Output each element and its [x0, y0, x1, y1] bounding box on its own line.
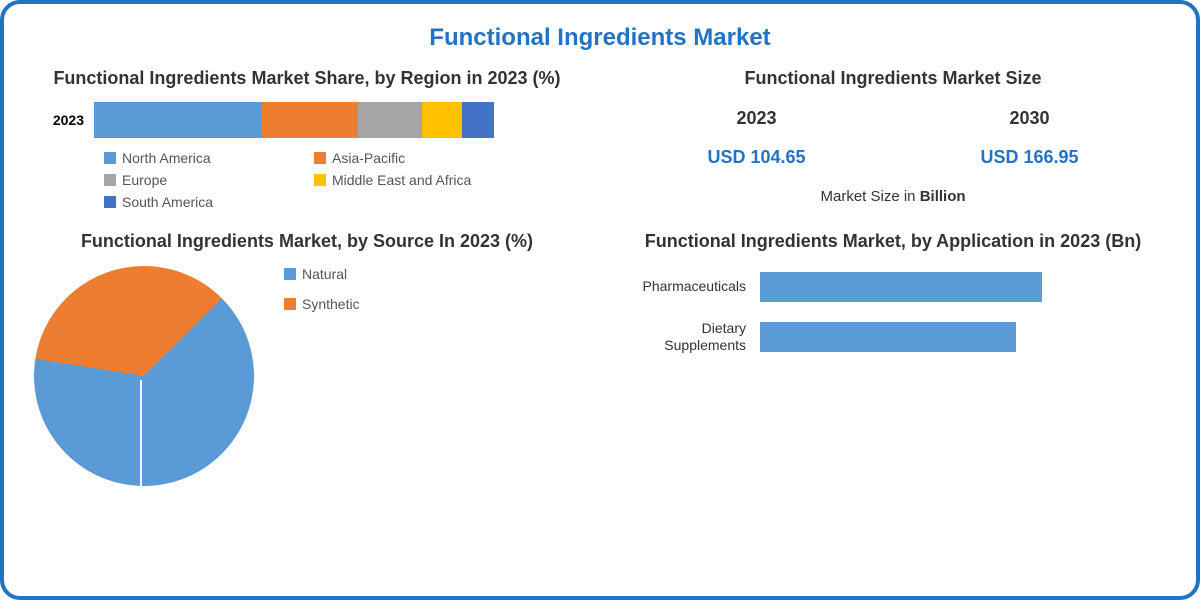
- legend-swatch: [104, 174, 116, 186]
- market-size-panel: Functional Ingredients Market Size 2023 …: [620, 67, 1166, 210]
- market-size-value-1: USD 166.95: [980, 147, 1078, 168]
- legend-swatch: [104, 152, 116, 164]
- market-size-year-1: 2030: [1009, 108, 1049, 129]
- market-size-subtitle-bold: Billion: [920, 188, 966, 205]
- region-segment: [262, 102, 358, 138]
- application-bar-row: Dietary Supplements: [620, 320, 1166, 354]
- legend-swatch: [314, 152, 326, 164]
- legend-label: South America: [122, 194, 213, 210]
- market-size-values-row: USD 104.65 USD 166.95: [620, 147, 1166, 168]
- market-size-year-0: 2023: [736, 108, 776, 129]
- region-segment: [462, 102, 494, 138]
- legend-item: Europe: [104, 172, 284, 188]
- application-bar: [760, 272, 1042, 302]
- application-bar-label: Pharmaceuticals: [620, 278, 760, 295]
- region-segment: [94, 102, 262, 138]
- market-size-years-row: 2023 2030: [620, 108, 1166, 129]
- application-bar-label: Dietary Supplements: [620, 320, 760, 354]
- source-pie-legend: Natural Synthetic: [284, 266, 360, 326]
- page-title: Functional Ingredients Market: [34, 24, 1166, 52]
- application-bars-panel: Functional Ingredients Market, by Applic…: [620, 230, 1166, 485]
- source-pie-panel: Functional Ingredients Market, by Source…: [34, 230, 580, 485]
- market-size-subtitle: Market Size in Billion: [620, 188, 1166, 205]
- legend-label: Asia-Pacific: [332, 150, 405, 166]
- region-share-panel: Functional Ingredients Market Share, by …: [34, 67, 580, 210]
- legend-swatch: [314, 174, 326, 186]
- legend-label: Natural: [302, 266, 347, 282]
- source-pie-chart: [34, 266, 254, 486]
- legend-label: North America: [122, 150, 211, 166]
- legend-item: North America: [104, 150, 284, 166]
- panels-grid: Functional Ingredients Market Share, by …: [34, 67, 1166, 486]
- legend-item: Asia-Pacific: [314, 150, 494, 166]
- legend-label: Europe: [122, 172, 167, 188]
- legend-swatch: [284, 268, 296, 280]
- region-legend: North America Asia-Pacific Europe Middle Ea…: [34, 150, 580, 210]
- legend-item: Middle East and Africa: [314, 172, 494, 188]
- region-stacked-bar: [94, 102, 494, 138]
- legend-label: Middle East and Africa: [332, 172, 471, 188]
- market-size-value-0: USD 104.65: [707, 147, 805, 168]
- source-pie-title: Functional Ingredients Market, by Source…: [34, 230, 580, 253]
- legend-swatch: [104, 196, 116, 208]
- legend-item: Natural: [284, 266, 360, 282]
- application-bar: [760, 322, 1016, 352]
- application-bars-container: Pharmaceuticals Dietary Supplements: [620, 272, 1166, 354]
- region-share-title: Functional Ingredients Market Share, by …: [34, 67, 580, 90]
- region-share-bar-row: 2023: [34, 102, 580, 138]
- application-bars-title: Functional Ingredients Market, by Applic…: [620, 230, 1166, 253]
- application-bar-row: Pharmaceuticals: [620, 272, 1166, 302]
- legend-label: Synthetic: [302, 296, 360, 312]
- legend-item: South America: [104, 194, 284, 210]
- application-bar-track: [760, 322, 1080, 352]
- source-pie-wrap: Natural Synthetic: [34, 266, 580, 486]
- legend-swatch: [284, 298, 296, 310]
- application-bar-track: [760, 272, 1080, 302]
- region-segment: [422, 102, 462, 138]
- market-size-title: Functional Ingredients Market Size: [620, 67, 1166, 90]
- market-size-subtitle-prefix: Market Size in: [820, 188, 919, 205]
- region-segment: [358, 102, 422, 138]
- legend-item: Synthetic: [284, 296, 360, 312]
- region-share-year-label: 2023: [34, 112, 94, 128]
